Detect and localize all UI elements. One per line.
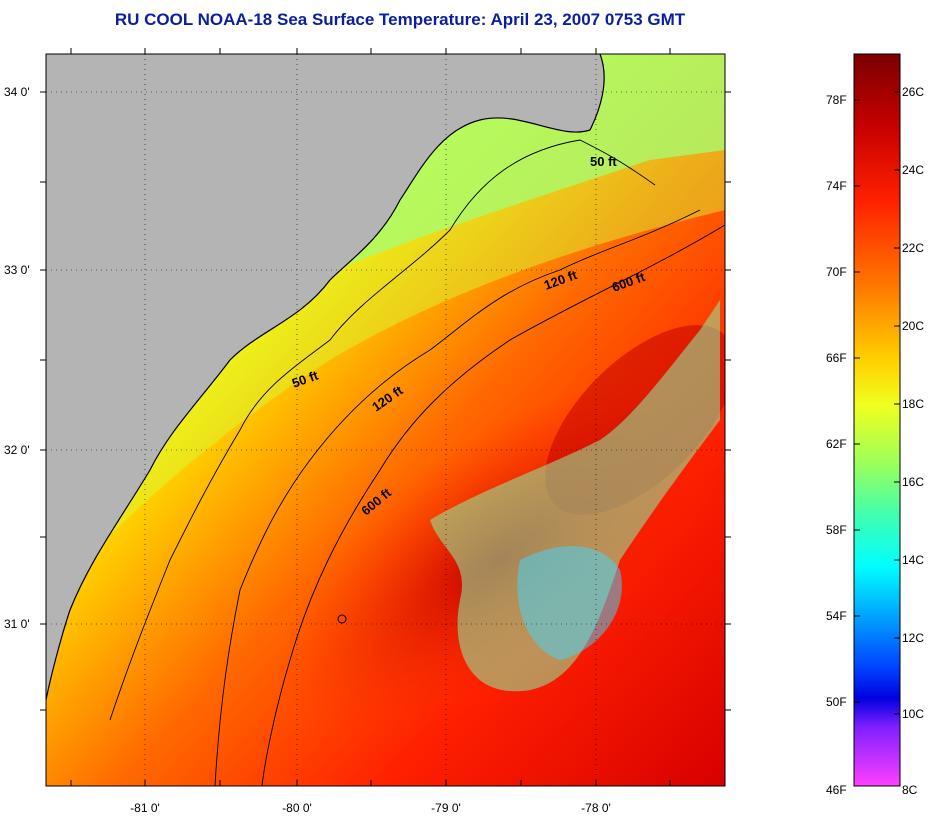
lat-label-32: 32 0' [4, 443, 30, 457]
colorbar-c-20: 20C [902, 319, 924, 333]
coastline [46, 54, 605, 701]
land-mass [46, 54, 605, 700]
colorbar-c-22: 22C [902, 241, 924, 255]
colorbar-f-78: 78F [826, 93, 847, 107]
cloud-contaminated-area [430, 300, 720, 692]
colorbar-f-62: 62F [826, 437, 847, 451]
axis-ticks [40, 48, 731, 786]
colorbar-scale [853, 53, 901, 787]
station-marker [337, 614, 347, 624]
colorbar-f-54: 54F [826, 609, 847, 623]
lon-label-78: -78 0' [581, 801, 611, 815]
colorbar-c-18: 18C [902, 397, 924, 411]
colorbar-c-8: 8C [902, 783, 918, 797]
map-title: RU COOL NOAA-18 Sea Surface Temperature:… [114, 10, 686, 29]
map-frame [45, 53, 726, 787]
contour-label-50ft-north: 50 ft [590, 154, 617, 169]
colorbar-c-10: 10C [902, 707, 924, 721]
colorbar-c-26: 26C [902, 85, 924, 99]
isobath-50ft [109, 139, 656, 721]
colorbar-f-70: 70F [826, 265, 847, 279]
lon-label-80: -80 0' [282, 801, 312, 815]
colorbar-c-14: 14C [902, 553, 924, 567]
colorbar-f-58: 58F [826, 523, 847, 537]
lon-label-79: -79 0' [431, 801, 461, 815]
isobath-600ft [261, 224, 725, 786]
colorbar-f-50: 50F [826, 695, 847, 709]
colorbar-f-46: 46F [826, 783, 847, 797]
lat-label-33: 33 0' [4, 263, 30, 277]
colorbar-c-16: 16C [902, 475, 924, 489]
colorbar-f-74: 74F [826, 179, 847, 193]
lon-label-81: -81 0' [130, 801, 160, 815]
lat-label-34: 34 0' [4, 85, 30, 99]
colorbar-f-66: 66F [826, 351, 847, 365]
colorbar-c-12: 12C [902, 631, 924, 645]
isobath-120ft [214, 209, 701, 786]
map-grid [46, 54, 725, 786]
colorbar-c-24: 24C [902, 163, 924, 177]
lat-label-31: 31 0' [4, 617, 30, 631]
